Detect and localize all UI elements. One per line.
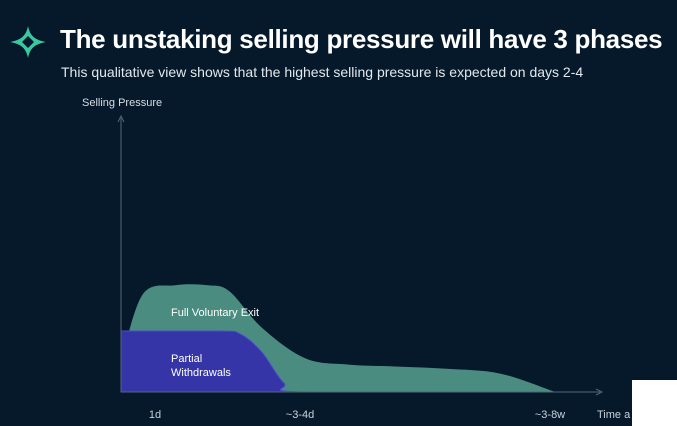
series-label-full-voluntary-exit: Full Voluntary Exit <box>171 307 259 319</box>
corner-overlay <box>632 380 677 426</box>
x-tick-label-3-4d: ~3-4d <box>286 409 314 421</box>
x-tick-label-1d: 1d <box>149 409 161 421</box>
sparkle-star-icon <box>10 26 46 58</box>
series-label-partial-withdrawals: Partial Withdrawals <box>171 353 231 379</box>
series-label-partial-line-1: Partial <box>171 353 202 365</box>
x-axis-label: Time a <box>597 409 631 421</box>
x-tick-label-3-8w: ~3-8w <box>535 409 565 421</box>
y-axis-label: Selling Pressure <box>82 97 162 109</box>
page-title: The unstaking selling pressure will have… <box>60 24 663 54</box>
series-label-partial-line-2: Withdrawals <box>171 367 231 379</box>
x-axis-arrow <box>595 388 604 396</box>
y-axis-arrow <box>117 114 125 123</box>
page-subtitle: This qualitative view shows that the hig… <box>61 64 584 80</box>
logo-inner-shape <box>22 36 34 48</box>
